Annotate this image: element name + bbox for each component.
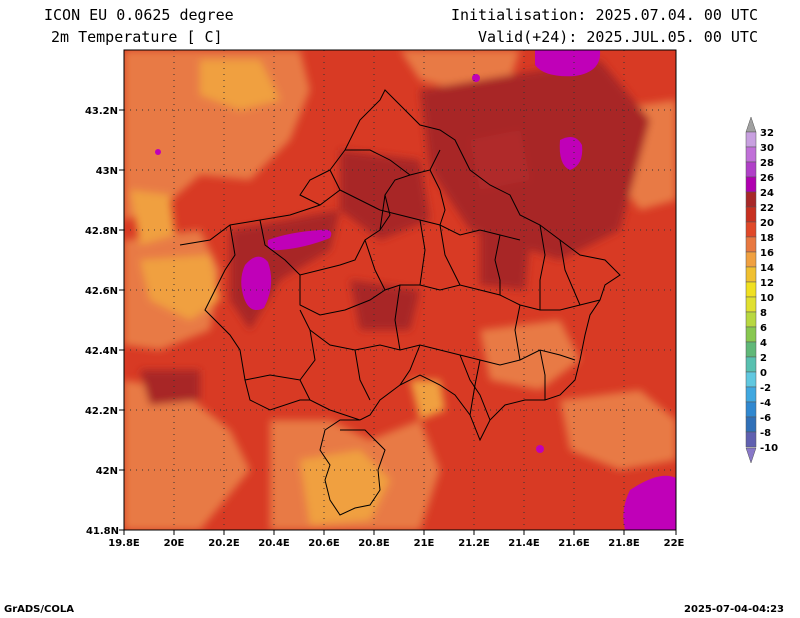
lat-tick: 42.8N: [85, 226, 118, 237]
colorbar-label: 30: [760, 143, 774, 154]
colorbar-label: 18: [760, 233, 774, 244]
lon-tick: 21.2E: [458, 538, 490, 549]
colorbar-swatch: [745, 386, 757, 403]
colorbar-label: -6: [760, 413, 771, 424]
municipal-borders: [179, 89, 621, 516]
colorbar-swatch: [745, 416, 757, 433]
model-title: ICON EU 0.0625 degree: [44, 6, 234, 24]
software-credit: GrADS/COLA: [4, 604, 74, 615]
colorbar-label: 8: [760, 308, 767, 319]
colorbar-swatch: [745, 131, 757, 148]
colorbar-swatch: [745, 311, 757, 328]
lon-tick: 22E: [664, 538, 685, 549]
colorbar-swatch: [745, 236, 757, 253]
lon-tick: 21.6E: [558, 538, 590, 549]
colorbar-swatch: [745, 206, 757, 223]
lat-tick: 42.6N: [85, 286, 118, 297]
colorbar-label: 2: [760, 353, 767, 364]
lat-tick: 42N: [96, 466, 118, 477]
colorbar-label: 26: [760, 173, 774, 184]
colorbar-swatch: [745, 266, 757, 283]
lat-tick: 43.2N: [85, 106, 118, 117]
colorbar-label: -2: [760, 383, 771, 394]
colorbar-label: 6: [760, 323, 767, 334]
colorbar-swatch: [745, 176, 757, 193]
colorbar-swatch: [745, 356, 757, 373]
colorbar-label: 32: [760, 128, 774, 139]
lon-tick: 20.2E: [208, 538, 240, 549]
temperature-field: [124, 50, 676, 530]
colorbar-swatch: [745, 341, 757, 358]
colorbar-swatch: [745, 251, 757, 268]
colorbar-label: 22: [760, 203, 774, 214]
lon-tick: 21E: [414, 538, 435, 549]
colorbar-label: 20: [760, 218, 774, 229]
colorbar-swatch: [745, 161, 757, 178]
colorbar-label: -8: [760, 428, 771, 439]
lon-tick: 21.8E: [608, 538, 640, 549]
colorbar-swatch: [745, 281, 757, 298]
colorbar-label: 0: [760, 368, 767, 379]
lat-tick: 42.4N: [85, 346, 118, 357]
colorbar-swatch: [745, 146, 757, 163]
lat-tick: 43N: [96, 166, 118, 177]
colorbar-swatch: [745, 221, 757, 238]
colorbar-label: 4: [760, 338, 767, 349]
colorbar-label: -4: [760, 398, 771, 409]
lon-tick: 19.8E: [108, 538, 140, 549]
lon-tick: 20.8E: [358, 538, 390, 549]
colorbar-swatch: [745, 431, 757, 448]
variable-title: 2m Temperature [ C]: [51, 28, 223, 46]
lon-tick: 20.4E: [258, 538, 290, 549]
lon-tick: 20E: [164, 538, 185, 549]
colorbar-label: 10: [760, 293, 774, 304]
lon-tick: 21.4E: [508, 538, 540, 549]
colorbar-label: 24: [760, 188, 774, 199]
colorbar-label: 16: [760, 248, 774, 259]
initialisation-label: Initialisation: 2025.07.04. 00 UTC: [450, 6, 758, 24]
lat-tick: 41.8N: [86, 526, 119, 537]
colorbar-swatch: [745, 401, 757, 418]
lon-tick: 20.6E: [308, 538, 340, 549]
render-timestamp: 2025-07-04-04:23: [684, 604, 784, 615]
colorbar-swatch: [745, 371, 757, 388]
colorbar-label: -10: [760, 443, 778, 454]
colorbar-swatch: [745, 296, 757, 313]
lat-tick: 42.2N: [85, 406, 118, 417]
colorbar-label: 14: [760, 263, 774, 274]
colorbar-label: 12: [760, 278, 774, 289]
colorbar-swatch: [745, 326, 757, 343]
valid-time-label: Valid(+24): 2025.JUL.05. 00 UTC: [478, 28, 758, 46]
colorbar-swatch: [745, 191, 757, 208]
colorbar-label: 28: [760, 158, 774, 169]
